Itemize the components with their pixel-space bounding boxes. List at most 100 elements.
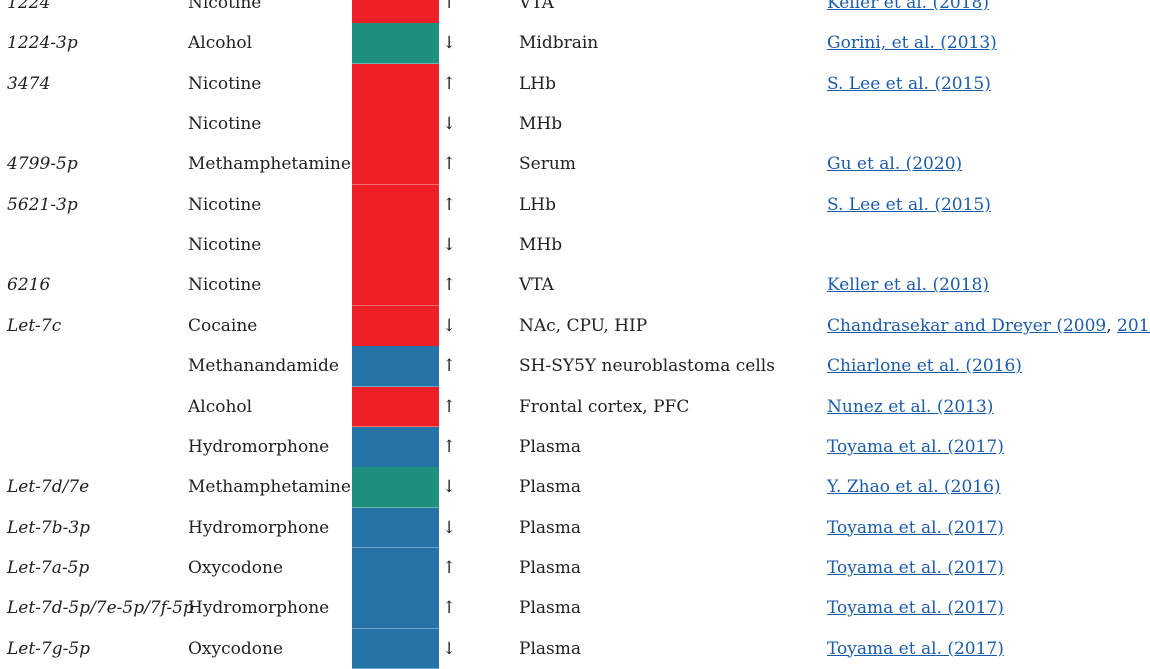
reference-cell: Gu et al. (2020) — [827, 144, 962, 184]
region-cell: NAc, CPU, HIP — [519, 315, 648, 336]
reference-cell: Y. Zhao et al. (2016) — [827, 467, 1001, 507]
color-swatch — [352, 23, 439, 65]
reference-link[interactable]: Y. Zhao et al. (2016) — [827, 477, 1001, 498]
region-cell: Serum — [519, 154, 576, 175]
reference-cell: Keller et al. (2018) — [827, 265, 989, 305]
reference-link[interactable]: Toyama et al. (2017) — [827, 638, 1004, 659]
direction-arrow: ↓ — [442, 235, 457, 256]
color-swatch — [352, 547, 439, 589]
direction-arrow: ↑ — [442, 396, 457, 417]
reference-cell: S. Lee et al. (2015) — [827, 64, 991, 104]
region-cell: SH-SY5Y neuroblastoma cells — [519, 356, 775, 377]
reference-link[interactable]: Toyama et al. (2017) — [827, 436, 1004, 457]
drug-cell: Nicotine — [188, 114, 262, 135]
reference-link[interactable]: Gorini, et al. (2013) — [827, 33, 997, 54]
direction-arrow: ↓ — [442, 638, 457, 659]
reference-link[interactable]: Keller et al. (2018) — [827, 275, 989, 296]
drug-cell: Hydromorphone — [188, 517, 330, 538]
color-swatch — [352, 265, 439, 307]
reference-cell: Toyama et al. (2017) — [827, 427, 1004, 467]
reference-link[interactable]: Chiarlone et al. (2016) — [827, 356, 1022, 377]
drug-cell: Nicotine — [188, 275, 262, 296]
reference-link[interactable]: Chandrasekar and Dreyer (2009 — [827, 315, 1107, 336]
direction-arrow: ↓ — [442, 114, 457, 135]
region-cell: LHb — [519, 73, 556, 94]
region-cell: VTA — [519, 0, 554, 13]
direction-arrow: ↓ — [442, 517, 457, 538]
reference-link[interactable]: Nunez et al. (2013) — [827, 396, 994, 417]
region-cell: VTA — [519, 275, 554, 296]
drug-cell: Hydromorphone — [188, 436, 330, 457]
reference-text: , — [1106, 315, 1118, 336]
direction-arrow: ↑ — [442, 356, 457, 377]
color-swatch — [352, 588, 439, 630]
direction-arrow: ↓ — [442, 33, 457, 54]
reference-cell: Toyama et al. (2017) — [827, 508, 1004, 548]
mirna-cell: 4799-5p — [7, 154, 78, 175]
reference-link[interactable]: Toyama et al. (2017) — [827, 517, 1004, 538]
color-swatch — [352, 305, 439, 347]
reference-link[interactable]: 2011 — [1117, 315, 1150, 336]
reference-cell: Chandrasekar and Dreyer (2009, 2011) — [827, 306, 1150, 346]
drug-cell: Nicotine — [188, 235, 262, 256]
direction-arrow: ↑ — [442, 598, 457, 619]
mirna-cell: 3474 — [7, 73, 51, 94]
region-cell: Plasma — [519, 638, 581, 659]
direction-arrow: ↓ — [442, 477, 457, 498]
reference-link[interactable]: S. Lee et al. (2015) — [827, 73, 991, 94]
mirna-cell: 6216 — [7, 275, 51, 296]
direction-arrow: ↑ — [442, 275, 457, 296]
reference-cell: Gorini, et al. (2013) — [827, 23, 997, 63]
color-swatch — [352, 144, 439, 186]
reference-link[interactable]: Keller et al. (2018) — [827, 0, 989, 13]
drug-cell: Oxycodone — [188, 638, 284, 659]
direction-arrow: ↓ — [442, 315, 457, 336]
region-cell: Frontal cortex, PFC — [519, 396, 690, 417]
reference-link[interactable]: Toyama et al. (2017) — [827, 557, 1004, 578]
reference-link[interactable]: S. Lee et al. (2015) — [827, 194, 991, 215]
mirna-cell: Let-7c — [7, 315, 62, 336]
drug-cell: Hydromorphone — [188, 598, 330, 619]
color-swatch — [352, 346, 439, 387]
color-swatch — [352, 184, 439, 226]
mirna-cell: Let-7a-5p — [7, 557, 90, 578]
drug-cell: Nicotine — [188, 194, 262, 215]
region-cell: MHb — [519, 114, 563, 135]
drug-cell: Methanandamide — [188, 356, 339, 377]
reference-link[interactable]: Toyama et al. (2017) — [827, 598, 1004, 619]
mirna-cell: 1224-3p — [7, 33, 78, 54]
region-cell: Plasma — [519, 477, 581, 498]
direction-arrow: ↑ — [442, 194, 457, 215]
reference-cell: Toyama et al. (2017) — [827, 548, 1004, 588]
color-swatch — [352, 0, 439, 24]
region-cell: Midbrain — [519, 33, 599, 54]
drug-cell: Alcohol — [188, 33, 253, 54]
reference-cell: S. Lee et al. (2015) — [827, 185, 991, 225]
mirna-cell: Let-7b-3p — [7, 517, 91, 538]
direction-arrow: ↑ — [442, 73, 457, 94]
region-cell: Plasma — [519, 557, 581, 578]
color-swatch — [352, 426, 439, 468]
reference-link[interactable]: Gu et al. (2020) — [827, 154, 963, 175]
mirna-cell: 5621-3p — [7, 194, 78, 215]
region-cell: Plasma — [519, 598, 581, 619]
color-swatch — [352, 63, 439, 105]
drug-cell: Methamphetamine — [188, 154, 351, 175]
direction-arrow: ↑ — [442, 436, 457, 457]
drug-cell: Alcohol — [188, 396, 253, 417]
drug-cell: Nicotine — [188, 0, 262, 13]
region-cell: Plasma — [519, 436, 581, 457]
region-cell: Plasma — [519, 517, 581, 538]
color-swatch — [352, 225, 439, 266]
reference-cell: Chiarlone et al. (2016) — [827, 346, 1022, 386]
color-swatch — [352, 467, 439, 509]
direction-arrow: ↑ — [442, 0, 457, 13]
reference-cell: Toyama et al. (2017) — [827, 629, 1004, 669]
color-swatch — [352, 104, 439, 145]
drug-cell: Oxycodone — [188, 557, 284, 578]
drug-cell: Nicotine — [188, 73, 262, 94]
drug-cell: Methamphetamine — [188, 477, 351, 498]
region-cell: LHb — [519, 194, 556, 215]
reference-cell: Keller et al. (2018) — [827, 0, 989, 23]
